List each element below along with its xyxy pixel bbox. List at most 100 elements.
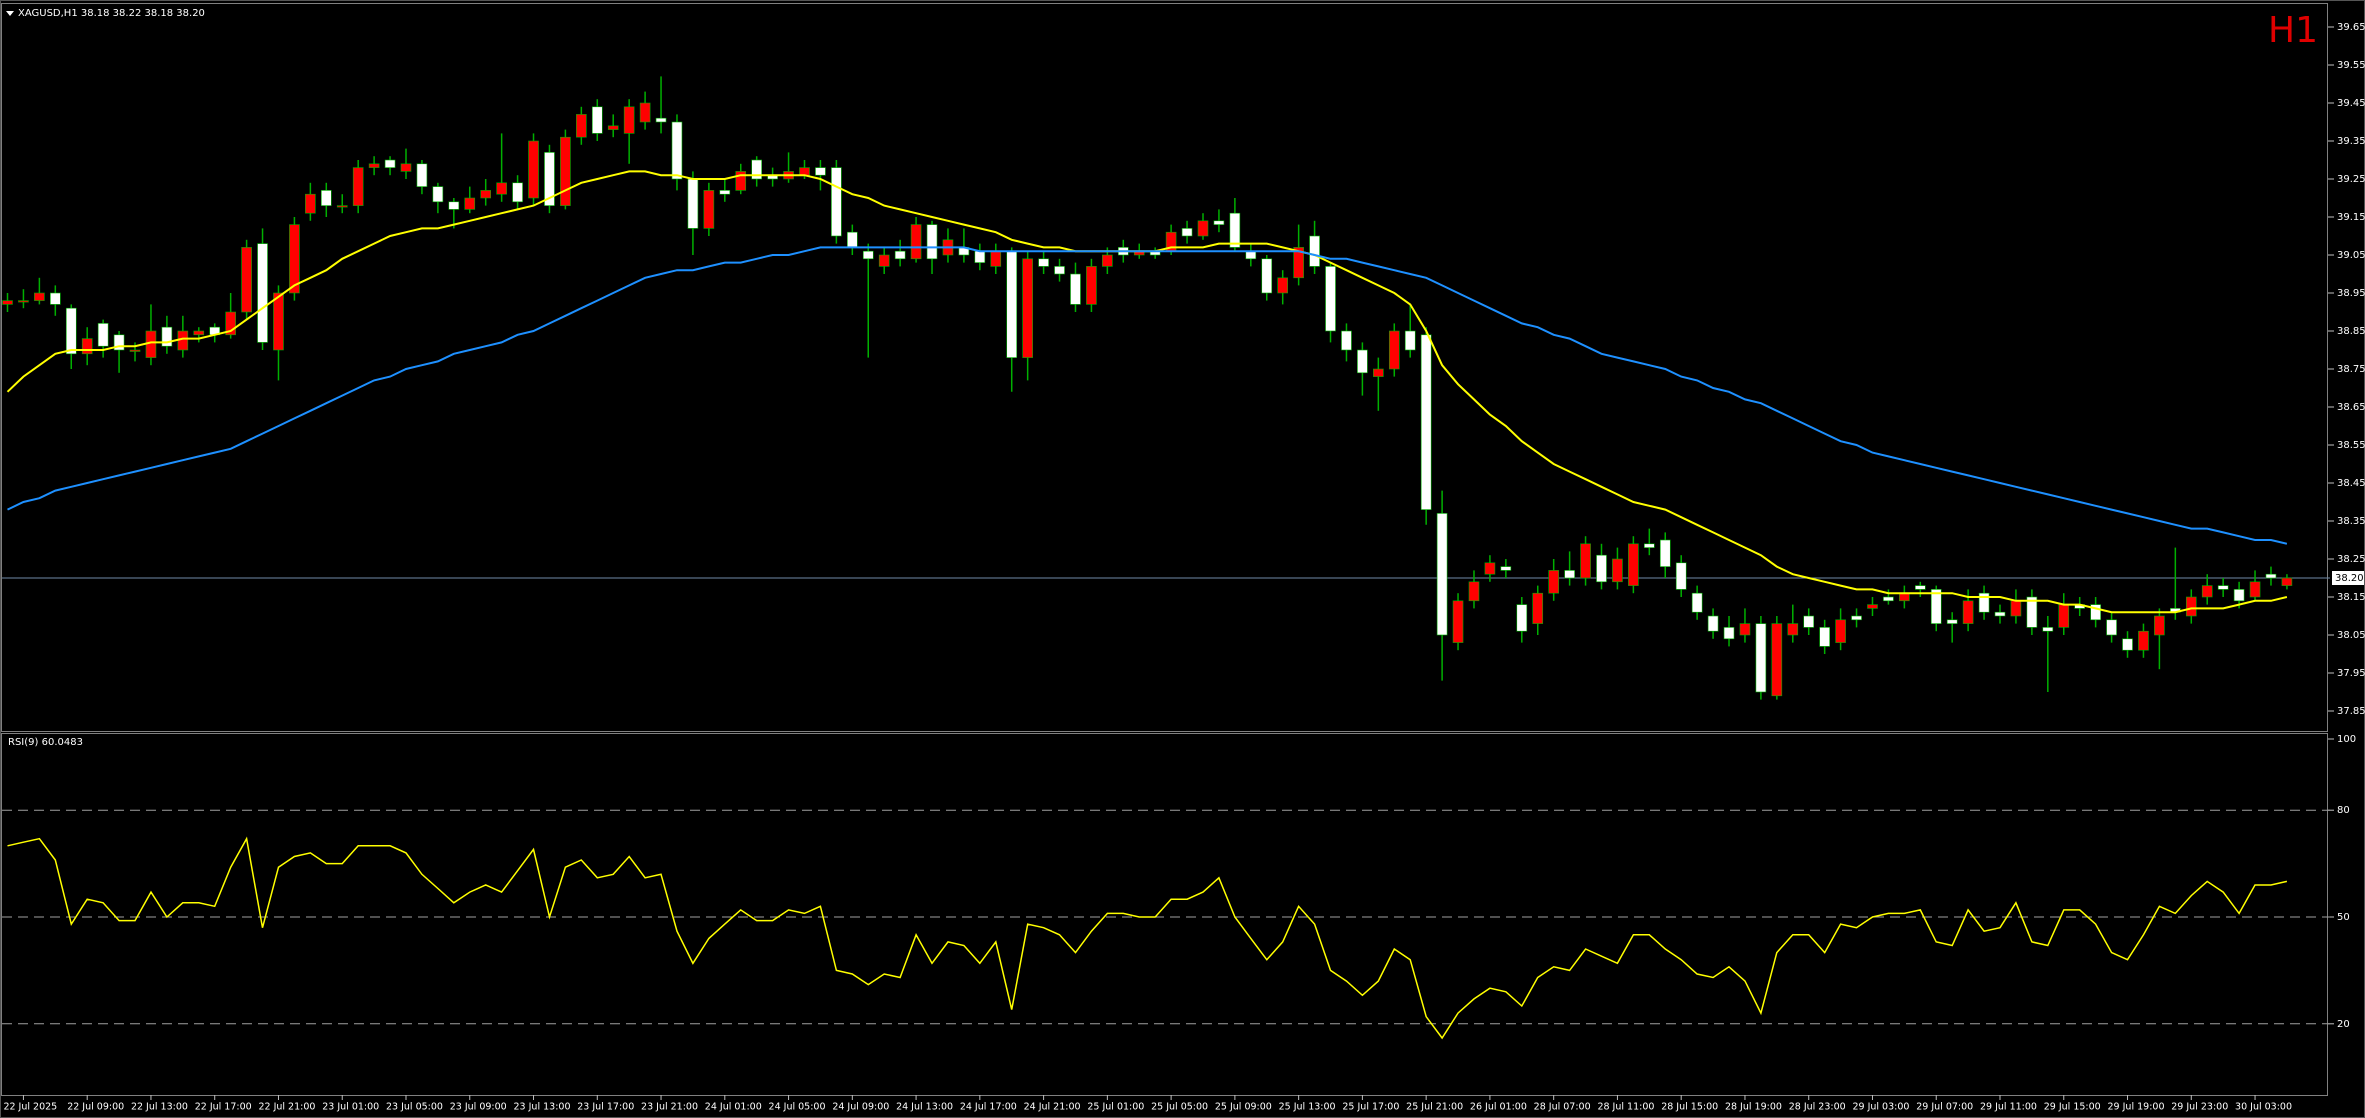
candle-body	[1293, 247, 1304, 279]
candle-body	[607, 125, 619, 130]
rsi-line	[7, 836, 2288, 1040]
candle-body	[974, 250, 986, 263]
candle-body	[336, 205, 348, 208]
x-tick-label: 28 Jul 15:00	[1661, 1102, 1718, 1113]
candle-body	[225, 311, 236, 336]
candle-body	[1181, 228, 1193, 237]
y-tick-label: 38.25	[2337, 554, 2365, 565]
candle-body	[1500, 566, 1512, 571]
candle-body	[576, 114, 587, 138]
candle-body	[847, 231, 858, 248]
candle-body	[2010, 600, 2022, 617]
x-tick-label: 23 Jul 09:00	[450, 1102, 507, 1113]
y-tick-label: 38.55	[2337, 440, 2365, 451]
candle-body	[1070, 273, 1081, 305]
candle-body	[2138, 630, 2149, 651]
y-tick-label: 38.45	[2337, 478, 2365, 489]
x-tick-label: 23 Jul 13:00	[514, 1102, 571, 1113]
candle-body	[2026, 596, 2038, 628]
y-tick-label: 20	[2337, 1019, 2350, 1030]
price-label-box	[2332, 571, 2364, 585]
y-tick-label: 39.15	[2337, 212, 2365, 223]
x-tick-label: 22 Jul 17:00	[195, 1102, 252, 1113]
x-tick-label: 22 Jul 13:00	[131, 1102, 188, 1113]
candle-body	[1899, 592, 1910, 602]
candle-body	[1436, 513, 1448, 636]
y-tick-label: 38.95	[2337, 288, 2365, 299]
candle-body	[799, 167, 810, 176]
x-tick-label: 22 Jul 2025	[3, 1102, 57, 1113]
candle-body	[129, 349, 141, 352]
candle-body	[1851, 615, 1862, 621]
candle-body	[50, 292, 61, 305]
price-label: 38.20	[2335, 573, 2364, 584]
candle-body	[1548, 570, 1559, 594]
candle-body	[416, 163, 428, 187]
candle-body	[623, 106, 635, 134]
y-tick-label: 38.05	[2337, 630, 2365, 641]
candle-body	[1612, 558, 1623, 583]
candle-body	[1819, 627, 1830, 647]
candle-body	[2090, 604, 2101, 621]
candle-body	[2042, 627, 2054, 632]
rsi-panel-frame	[1, 733, 2328, 1096]
candle-body	[1644, 543, 1655, 548]
candle-body	[2122, 638, 2133, 651]
candle-body	[1516, 604, 1528, 632]
candle-body	[1229, 212, 1241, 248]
candle-body	[2217, 585, 2229, 590]
x-tick-label: 23 Jul 01:00	[322, 1102, 379, 1113]
x-tick-label: 28 Jul 23:00	[1789, 1102, 1846, 1113]
x-tick-label: 24 Jul 01:00	[705, 1102, 762, 1113]
candle-body	[1691, 592, 1703, 613]
x-tick-label: 28 Jul 11:00	[1597, 1102, 1654, 1113]
x-tick-label: 29 Jul 11:00	[1980, 1102, 2037, 1113]
candle-body	[97, 323, 109, 347]
y-tick-label: 39.25	[2337, 174, 2365, 185]
candle-body	[751, 159, 762, 180]
candle-body	[1707, 615, 1719, 632]
x-tick-label: 24 Jul 13:00	[896, 1102, 953, 1113]
candle-body	[560, 136, 571, 206]
candle-body	[448, 201, 460, 210]
x-tick-label: 23 Jul 21:00	[641, 1102, 698, 1113]
candle-body	[1755, 623, 1767, 693]
candle-body	[910, 224, 922, 260]
candle-body	[1723, 627, 1735, 640]
candle-body	[113, 334, 125, 351]
candle-body	[1803, 615, 1815, 628]
candle-body	[1357, 349, 1368, 374]
candle-body	[81, 338, 93, 355]
symbol-menu-icon[interactable]	[6, 11, 14, 16]
y-tick-label: 39.65	[2337, 22, 2365, 33]
candle-body	[1564, 570, 1575, 579]
candle-body	[1325, 266, 1336, 332]
candle-body	[400, 163, 412, 172]
candle-body	[1915, 585, 1926, 590]
candle-body	[273, 292, 284, 351]
candle-body	[2185, 596, 2197, 617]
candle-body	[289, 224, 300, 294]
candle-body	[687, 178, 699, 229]
y-tick-label: 38.65	[2337, 402, 2365, 413]
candle-body	[368, 163, 380, 168]
candle-body	[1994, 611, 2006, 617]
x-tick-label: 23 Jul 17:00	[577, 1102, 634, 1113]
candle-body	[1006, 250, 1018, 358]
y-tick-label: 100	[2337, 734, 2356, 745]
x-tick-label: 22 Jul 09:00	[67, 1102, 124, 1113]
candle-body	[512, 182, 523, 203]
x-tick-label: 24 Jul 21:00	[1024, 1102, 1081, 1113]
x-tick-label: 25 Jul 09:00	[1215, 1102, 1272, 1113]
candle-body	[1883, 596, 1894, 602]
candle-body	[480, 190, 492, 199]
candle-body	[894, 250, 906, 260]
x-tick-label: 25 Jul 17:00	[1342, 1102, 1399, 1113]
candle-body	[926, 224, 938, 260]
candle-body	[1787, 623, 1799, 636]
candle-body	[1309, 235, 1320, 267]
candle-body	[1580, 543, 1591, 579]
candle-body	[1962, 600, 1974, 624]
candle-body	[1930, 589, 1942, 624]
candle-body	[1213, 220, 1225, 225]
